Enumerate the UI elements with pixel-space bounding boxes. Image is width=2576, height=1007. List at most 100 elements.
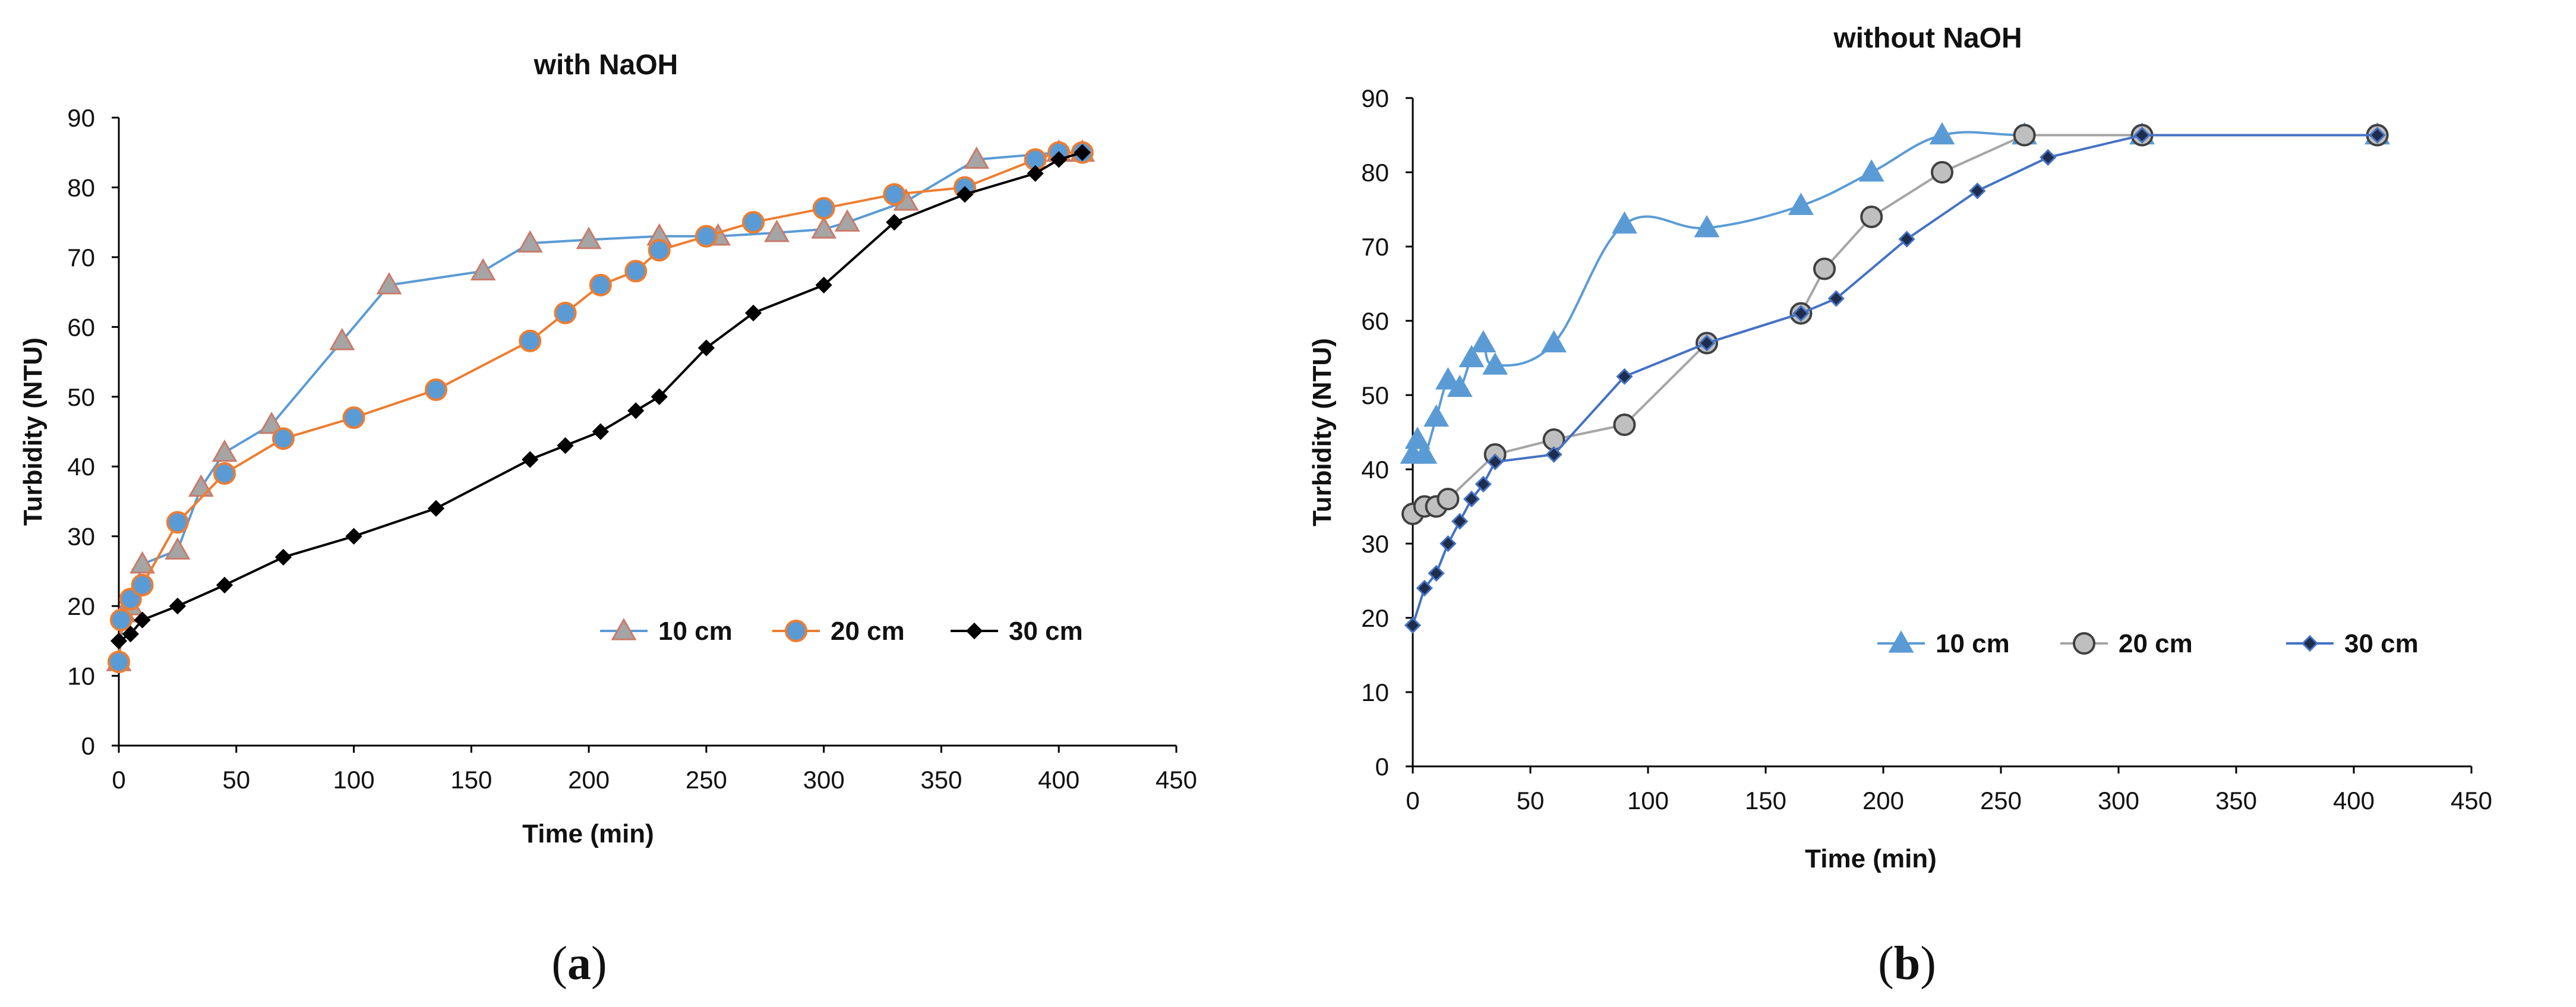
caption-close-paren: ) — [1920, 937, 1936, 990]
series-line — [118, 151, 1082, 662]
legend-marker — [1888, 630, 1914, 653]
data-point — [342, 406, 365, 430]
data-point — [764, 219, 790, 242]
data-point — [1482, 352, 1508, 375]
legend-label: 10 cm — [1936, 629, 2010, 658]
y-tick-label: 10 — [67, 662, 95, 690]
x-tick-label: 400 — [1038, 766, 1079, 794]
y-tick-label: 80 — [67, 173, 95, 201]
data-point — [165, 537, 191, 560]
series-line — [1412, 134, 2378, 626]
data-point — [1416, 579, 1433, 597]
data-point — [1451, 513, 1469, 530]
data-point — [1475, 475, 1492, 493]
legend-label: 10 cm — [658, 617, 733, 646]
y-tick-label: 20 — [1361, 604, 1389, 632]
data-point — [211, 439, 238, 462]
series-30-cm — [110, 144, 1091, 649]
chart-title: without NaOH — [1833, 23, 2022, 54]
x-tick-label: 350 — [2215, 787, 2257, 815]
data-point — [811, 216, 837, 239]
data-point — [651, 388, 668, 405]
x-tick-label: 150 — [1745, 787, 1786, 815]
x-tick-label: 200 — [1862, 787, 1904, 815]
data-point — [883, 183, 906, 206]
data-point — [815, 276, 832, 293]
data-point — [1435, 367, 1461, 390]
chart-0: with NaOH 0 10 20 30 40 50 60 70 80 90 0 50 100 150 200… — [18, 49, 1197, 990]
data-point — [470, 258, 496, 281]
series-10-cm — [106, 139, 1096, 671]
legend-item: 30 cm — [951, 617, 1083, 646]
data-point — [1412, 441, 1438, 464]
series-line — [118, 151, 1082, 662]
data-point — [554, 301, 577, 324]
caption-letter: a — [567, 937, 591, 990]
data-point — [589, 273, 612, 296]
data-point — [1447, 374, 1473, 397]
y-axis-label: Turbidity (NTU) — [1308, 338, 1337, 526]
data-point — [1404, 427, 1431, 449]
subfigure-caption: (b) — [1878, 937, 1936, 990]
data-point — [1437, 488, 1460, 510]
data-point — [522, 451, 539, 468]
data-point — [2013, 124, 2036, 147]
x-axis-label: Time (min) — [1805, 844, 1937, 873]
series-line — [1412, 131, 2378, 456]
chart-title: with NaOH — [533, 49, 678, 81]
data-point — [216, 576, 233, 594]
chart-1: without NaOH 0 10 20 30 40 50 60 70 80 90 0 50 100 150… — [1308, 23, 2492, 990]
data-point — [1827, 290, 1845, 307]
data-point — [376, 272, 402, 295]
data-point — [744, 304, 762, 321]
data-point — [592, 423, 610, 440]
caption-open-paren: ( — [551, 937, 567, 990]
data-point — [1698, 334, 1716, 352]
x-tick-label: 100 — [333, 766, 375, 794]
y-tick-label: 90 — [1361, 84, 1389, 112]
data-point — [1860, 206, 1883, 228]
legend-marker — [2073, 632, 2095, 655]
y-tick-label: 20 — [67, 592, 95, 620]
x-tick-label: 450 — [1156, 766, 1197, 794]
data-point — [1423, 404, 1450, 427]
data-point — [1486, 453, 1504, 471]
data-point — [1050, 151, 1068, 168]
y-tick-label: 80 — [1361, 159, 1389, 187]
data-point — [213, 462, 236, 485]
legend-marker — [2301, 634, 2319, 652]
data-point — [1898, 231, 1915, 248]
data-point — [1439, 535, 1457, 553]
data-point — [1929, 122, 1955, 145]
data-point — [624, 260, 648, 283]
y-tick-label: 30 — [1361, 530, 1389, 558]
data-point — [188, 474, 214, 497]
x-tick-label: 400 — [2333, 787, 2375, 815]
y-tick-label: 70 — [1361, 233, 1389, 261]
series-20-cm — [108, 141, 1094, 674]
data-point — [1792, 305, 1810, 322]
legend-item: 30 cm — [2286, 629, 2419, 658]
x-tick-label: 200 — [568, 766, 610, 794]
data-point — [1969, 182, 1986, 200]
y-tick-label: 30 — [67, 523, 95, 551]
data-point — [1613, 413, 1636, 436]
data-point — [258, 411, 285, 434]
data-point — [648, 239, 671, 262]
x-tick-label: 0 — [112, 766, 125, 794]
series-20-cm — [1401, 124, 2389, 525]
data-point — [1931, 161, 1953, 184]
data-point — [697, 339, 715, 356]
data-point — [742, 211, 765, 234]
data-point — [130, 551, 156, 574]
legend-item: 10 cm — [1877, 629, 2010, 658]
data-point — [1788, 192, 1814, 215]
data-point — [576, 226, 602, 250]
series-30-cm — [1404, 127, 2386, 634]
y-tick-label: 40 — [1361, 456, 1389, 484]
x-tick-label: 350 — [920, 766, 962, 794]
data-point — [1813, 257, 1836, 280]
series-line — [118, 151, 1083, 642]
x-tick-label: 250 — [1980, 787, 2022, 815]
